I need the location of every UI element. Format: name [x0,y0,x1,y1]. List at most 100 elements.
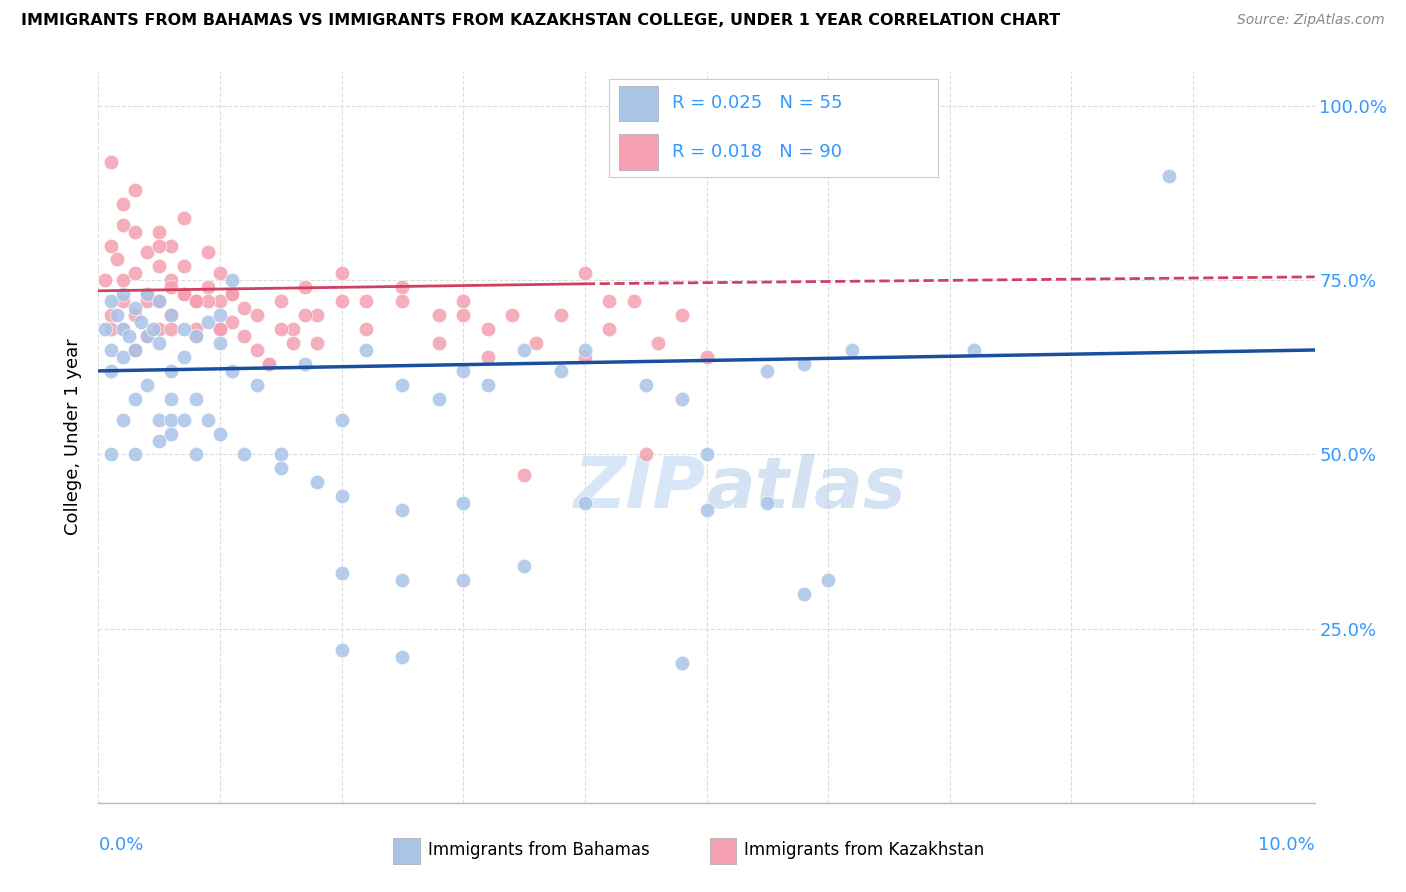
Point [427,392,450,406]
Point [221,287,243,301]
Point [391,503,413,517]
Point [477,377,499,392]
Point [391,294,413,309]
Point [111,294,134,309]
Point [142,322,165,336]
Point [513,468,536,483]
Point [148,434,170,448]
Point [671,657,693,671]
Point [427,308,450,322]
Point [574,350,596,364]
Point [696,350,718,364]
Point [173,412,195,426]
Point [1157,169,1180,183]
Point [696,503,718,517]
Point [330,642,353,657]
Point [221,315,243,329]
Point [574,343,596,357]
Point [513,343,536,357]
Point [160,426,183,441]
Point [111,350,134,364]
Point [197,412,219,426]
Point [634,448,657,462]
Point [93,273,115,287]
Point [148,238,170,252]
Point [173,350,195,364]
Point [270,294,292,309]
Point [148,336,170,351]
Point [841,343,863,357]
Point [184,448,207,462]
Point [634,377,657,392]
Point [124,266,146,280]
Point [124,448,146,462]
Point [793,587,815,601]
Point [307,308,329,322]
Point [136,294,159,309]
Point [136,287,159,301]
Point [160,238,183,252]
Point [173,287,195,301]
Point [453,308,475,322]
Point [756,364,779,378]
Point [100,364,122,378]
Point [307,336,329,351]
Text: 0.0%: 0.0% [98,836,143,854]
Point [307,475,329,490]
Point [100,155,122,169]
Point [598,322,620,336]
Point [209,266,232,280]
Point [197,280,219,294]
Point [245,343,267,357]
Point [453,364,475,378]
Point [281,322,304,336]
Point [136,329,159,343]
Point [209,426,232,441]
Point [391,280,413,294]
Point [270,448,292,462]
Point [270,322,292,336]
Point [100,308,122,322]
Point [124,225,146,239]
Point [148,322,170,336]
Point [197,294,219,309]
Point [105,252,128,267]
Point [148,225,170,239]
Point [294,308,316,322]
Point [148,260,170,274]
Point [160,308,183,322]
Point [233,301,256,316]
Point [233,448,256,462]
Point [270,461,292,475]
Point [477,322,499,336]
Point [197,245,219,260]
Point [209,308,232,322]
Point [696,448,718,462]
Point [160,273,183,287]
Point [124,343,146,357]
Point [184,392,207,406]
Point [124,343,146,357]
Point [184,322,207,336]
Point [124,308,146,322]
Point [245,308,267,322]
Point [427,336,450,351]
Point [245,377,267,392]
Point [294,280,316,294]
Point [111,218,134,232]
Point [221,273,243,287]
Point [453,496,475,510]
Point [817,573,839,587]
Point [257,357,280,371]
Point [173,211,195,225]
Point [184,329,207,343]
Text: atlas: atlas [707,454,907,523]
Point [160,392,183,406]
Point [453,294,475,309]
Point [184,329,207,343]
Point [354,343,377,357]
Point [793,357,815,371]
Point [124,392,146,406]
Point [671,392,693,406]
Point [477,350,499,364]
